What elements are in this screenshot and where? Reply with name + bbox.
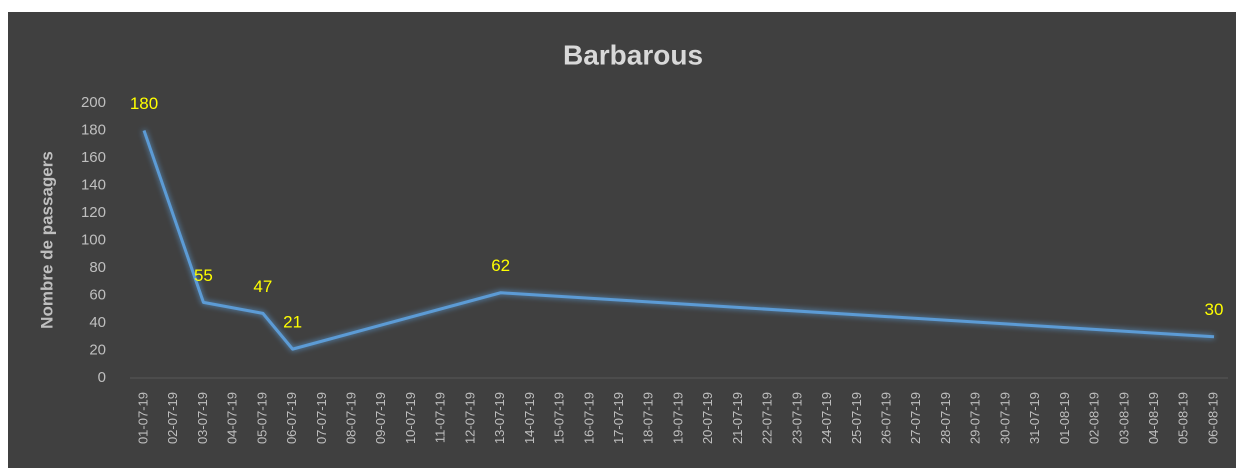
x-tick-label: 02-07-19 [165, 392, 180, 444]
x-tick-label: 09-07-19 [373, 392, 388, 444]
y-tick-label: 60 [89, 286, 106, 303]
x-tick-label: 02-08-19 [1087, 392, 1102, 444]
x-tick-label: 01-08-19 [1057, 392, 1072, 444]
x-tick-label: 05-07-19 [254, 392, 269, 444]
x-tick-label: 11-07-19 [433, 392, 448, 443]
x-tick-label: 04-08-19 [1146, 392, 1161, 444]
data-label: 180 [130, 94, 158, 113]
y-tick-label: 0 [98, 369, 106, 386]
x-tick-label: 14-07-19 [522, 392, 537, 444]
x-tick-label: 31-07-19 [1027, 392, 1042, 444]
data-label: 62 [491, 256, 510, 275]
x-tick-label: 19-07-19 [670, 392, 685, 444]
y-tick-label: 200 [81, 94, 106, 111]
x-tick-label: 20-07-19 [700, 392, 715, 444]
y-tick-label: 120 [81, 204, 106, 221]
data-label: 30 [1205, 300, 1224, 319]
x-tick-label: 12-07-19 [462, 392, 477, 444]
x-tick-label: 21-07-19 [730, 392, 745, 444]
x-tick-label: 26-07-19 [878, 392, 893, 444]
chart-title: Barbarous [563, 39, 703, 70]
x-tick-label: 13-07-19 [492, 392, 507, 444]
x-tick-label: 17-07-19 [611, 392, 626, 444]
data-label: 55 [194, 266, 213, 285]
y-tick-label: 100 [81, 231, 106, 248]
data-label: 47 [253, 277, 272, 296]
y-tick-label: 20 [89, 341, 106, 358]
x-tick-label: 05-08-19 [1176, 392, 1191, 444]
y-axis-label: Nombre de passagers [37, 151, 56, 329]
x-tick-label: 25-07-19 [849, 392, 864, 444]
x-tick-label: 29-07-19 [968, 392, 983, 444]
chart-background [8, 12, 1236, 468]
y-tick-label: 160 [81, 149, 106, 166]
x-tick-label: 01-07-19 [135, 392, 150, 444]
x-tick-label: 06-08-19 [1205, 392, 1220, 444]
x-tick-label: 30-07-19 [997, 392, 1012, 444]
x-tick-label: 04-07-19 [225, 392, 240, 444]
x-tick-label: 08-07-19 [343, 392, 358, 444]
data-line [142, 130, 1215, 351]
x-tick-label: 27-07-19 [908, 392, 923, 444]
y-tick-label: 180 [81, 121, 106, 138]
x-tick-label: 28-07-19 [938, 392, 953, 444]
x-tick-label: 06-07-19 [284, 392, 299, 444]
x-tick-label: 18-07-19 [641, 392, 656, 444]
x-tick-label: 16-07-19 [581, 392, 596, 444]
x-tick-label: 24-07-19 [819, 392, 834, 444]
data-label: 21 [283, 313, 302, 332]
x-tick-label: 03-07-19 [195, 392, 210, 444]
x-tick-label: 10-07-19 [403, 392, 418, 444]
y-tick-label: 80 [89, 259, 106, 276]
x-tick-label: 23-07-19 [789, 392, 804, 444]
x-tick-label: 22-07-19 [760, 392, 775, 444]
x-tick-label: 07-07-19 [314, 392, 329, 444]
x-tick-label: 03-08-19 [1116, 392, 1131, 444]
y-tick-label: 40 [89, 314, 106, 331]
x-tick-label: 15-07-19 [552, 392, 567, 444]
y-tick-label: 140 [81, 176, 106, 193]
